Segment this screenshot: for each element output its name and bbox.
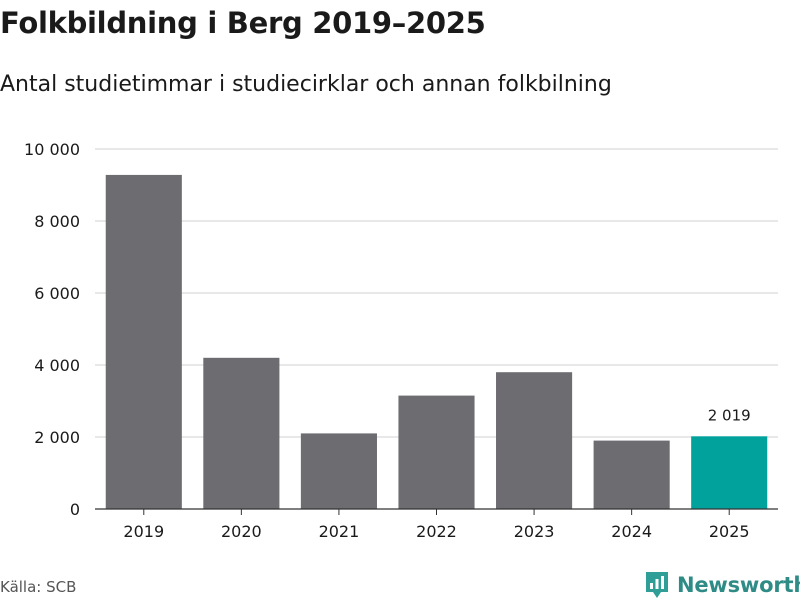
bar-2022 (398, 395, 475, 509)
bar-2024 (593, 440, 670, 509)
x-tick-label: 2025 (709, 522, 750, 541)
data-label: 2 019 (708, 406, 751, 424)
y-tick-label: 10 000 (24, 140, 80, 159)
labels: 0 2 000 4 000 6 000 8 000 10 000 2019 2020 2021 2… (24, 140, 751, 541)
brand-name: Newsworthy (677, 573, 800, 597)
y-tick-label: 8 000 (34, 212, 80, 231)
y-tick-label: 2 000 (34, 428, 80, 447)
y-tick-label: 4 000 (34, 356, 80, 375)
bar-2025 (691, 436, 768, 509)
x-tick-label: 2020 (221, 522, 262, 541)
x-tick-label: 2019 (123, 522, 164, 541)
source-note: Källa: SCB (0, 578, 77, 596)
x-tick-label: 2024 (611, 522, 652, 541)
x-tick-label: 2023 (514, 522, 555, 541)
axes (95, 508, 778, 515)
brand-logo: Newsworthy (644, 569, 800, 601)
gridlines (95, 148, 778, 438)
bar-2019 (105, 174, 182, 510)
bars (105, 174, 768, 510)
y-tick-label: 0 (70, 500, 80, 519)
x-tick-label: 2022 (416, 522, 457, 541)
x-tick-label: 2021 (319, 522, 360, 541)
bar-2023 (496, 372, 573, 509)
chart-title: Folkbildning i Berg 2019–2025 (0, 6, 486, 40)
chart-subtitle: Antal studietimmar i studiecirklar och a… (0, 72, 612, 97)
bar-2021 (300, 433, 377, 509)
y-tick-label: 6 000 (34, 284, 80, 303)
bar-2020 (203, 357, 280, 509)
newsworthy-logo-icon (646, 572, 668, 598)
